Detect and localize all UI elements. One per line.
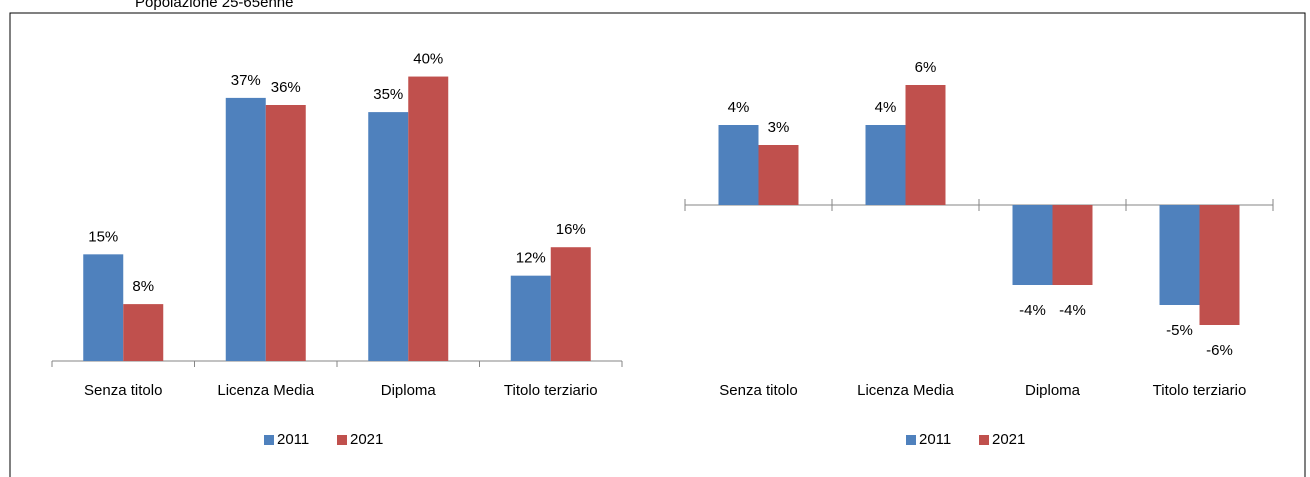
x-tick-label: Licenza Media: [217, 382, 314, 399]
data-label: 36%: [271, 79, 301, 96]
bar: [368, 112, 409, 361]
bar: [550, 247, 591, 361]
legend-label: 2011: [919, 431, 951, 448]
bar: [1199, 205, 1240, 325]
data-label: 16%: [556, 221, 586, 238]
data-label: -6%: [1206, 342, 1233, 359]
data-label: 4%: [728, 99, 750, 116]
frame: [9, 12, 1306, 477]
bar: [408, 76, 449, 362]
x-tick-label: Diploma: [381, 382, 437, 399]
bar: [1012, 205, 1053, 285]
legend-label: 2021: [350, 431, 383, 448]
bar: [1159, 205, 1200, 305]
bar: [1052, 205, 1093, 285]
data-label: -5%: [1166, 322, 1193, 339]
bar: [905, 85, 946, 205]
x-tick-label: Titolo terziario: [1153, 382, 1247, 399]
bar: [510, 275, 551, 361]
data-label: 6%: [915, 59, 937, 76]
bar: [865, 125, 906, 205]
legend-label: 2021: [992, 431, 1025, 448]
data-label: 12%: [516, 250, 546, 267]
caption: Popolazione 25-65enne: [135, 0, 293, 11]
legend-swatch: [264, 435, 274, 445]
legend-swatch: [979, 435, 989, 445]
bar: [265, 105, 306, 361]
bar: [718, 125, 759, 205]
data-label: 8%: [132, 278, 154, 295]
data-label: 35%: [373, 86, 403, 103]
x-tick-label: Titolo terziario: [504, 382, 598, 399]
data-label: 4%: [875, 99, 897, 116]
legend-swatch: [906, 435, 916, 445]
x-tick-label: Diploma: [1025, 382, 1081, 399]
bar: [225, 97, 266, 361]
bar: [83, 254, 124, 361]
data-label: -4%: [1019, 302, 1046, 319]
data-label: 3%: [768, 119, 790, 136]
data-label: 40%: [413, 51, 443, 68]
data-label: -4%: [1059, 302, 1086, 319]
bar: [758, 145, 799, 205]
data-label: 15%: [88, 228, 118, 245]
x-tick-label: Licenza Media: [857, 382, 954, 399]
legend-label: 2011: [277, 431, 309, 448]
x-tick-label: Senza titolo: [84, 382, 162, 399]
data-label: 37%: [231, 72, 261, 89]
x-tick-label: Senza titolo: [719, 382, 797, 399]
legend-swatch: [337, 435, 347, 445]
bar: [123, 304, 164, 361]
